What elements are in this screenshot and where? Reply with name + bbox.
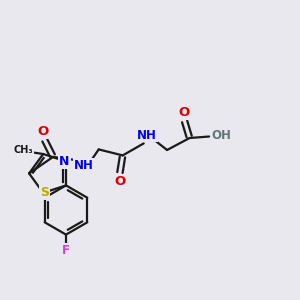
Text: NH: NH	[74, 159, 94, 172]
Text: NH: NH	[137, 128, 157, 142]
Text: O: O	[114, 175, 126, 188]
Text: N: N	[59, 155, 70, 168]
Text: O: O	[178, 106, 189, 119]
Text: S: S	[40, 186, 49, 199]
Text: OH: OH	[212, 129, 232, 142]
Text: F: F	[62, 244, 70, 257]
Text: O: O	[38, 125, 49, 138]
Text: CH₃: CH₃	[14, 145, 33, 155]
